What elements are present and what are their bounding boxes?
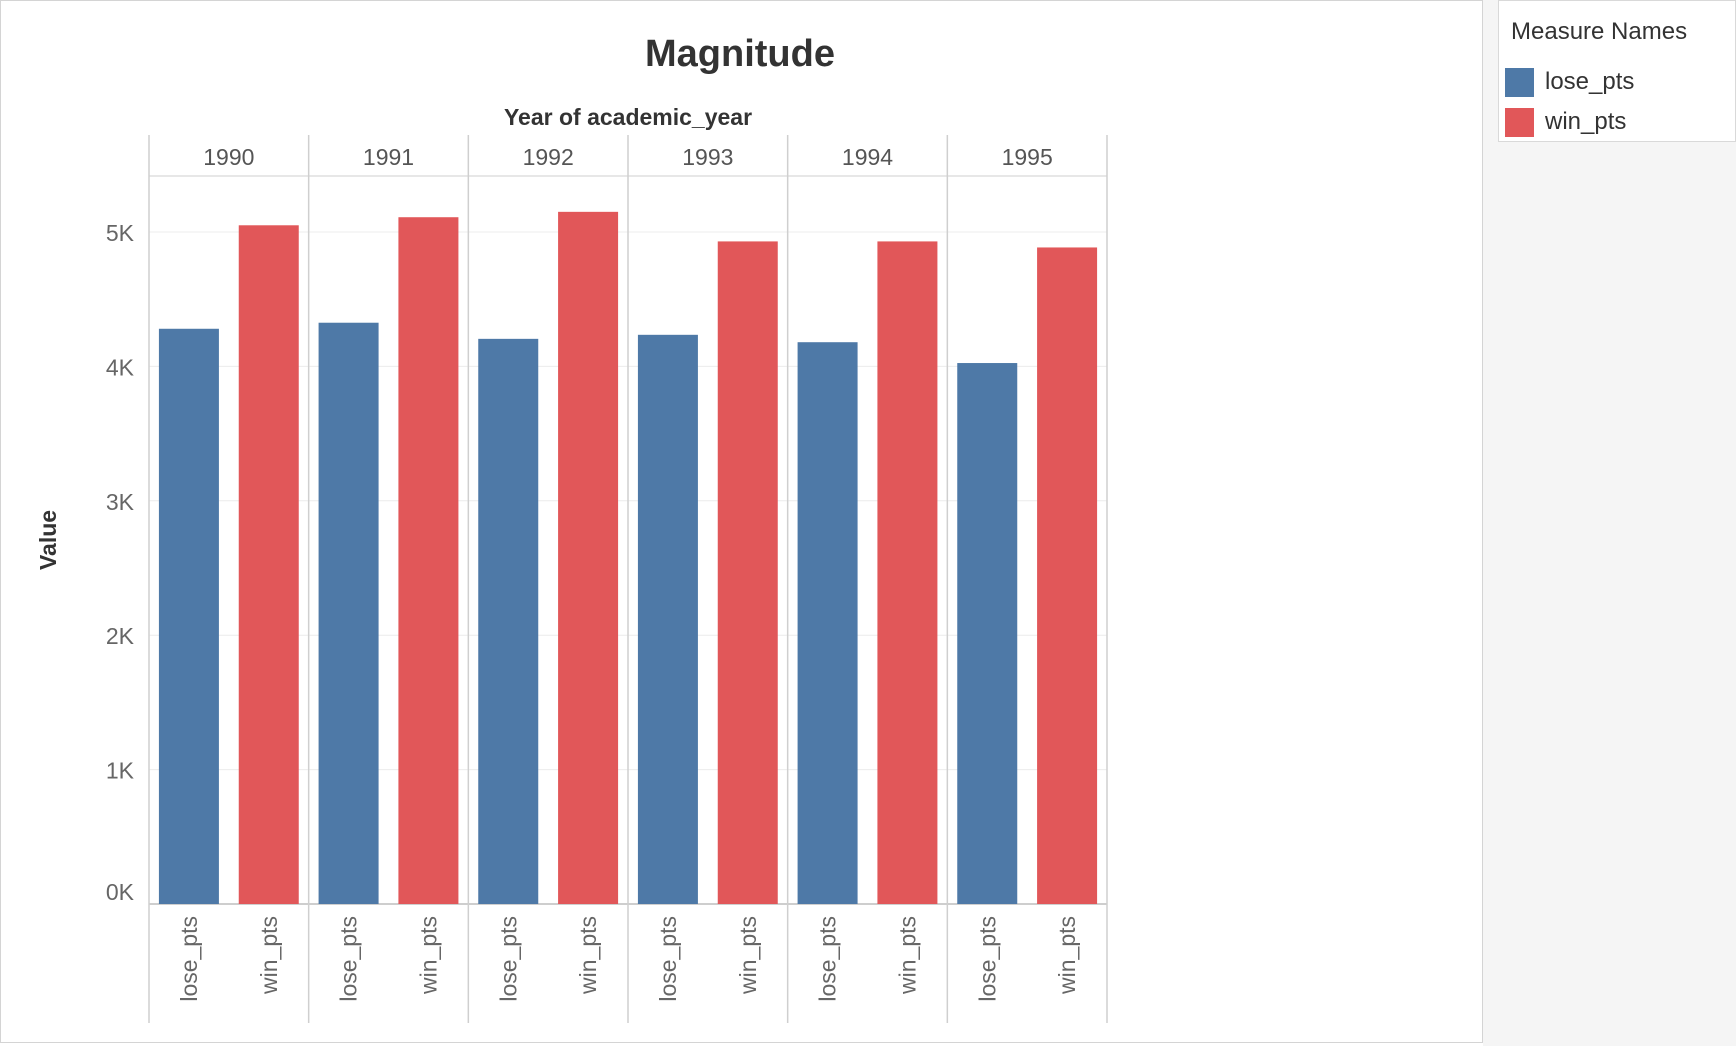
- y-tick-label: 4K: [106, 354, 135, 380]
- column-header-year: 1994: [842, 144, 893, 170]
- x-tick-label: lose_pts: [815, 916, 841, 1002]
- legend-swatch: [1505, 107, 1534, 137]
- bar-lose_pts-1995[interactable]: [957, 363, 1018, 904]
- legend-item-lose-pts[interactable]: lose_pts: [1505, 66, 1634, 98]
- bar-lose_pts-1992[interactable]: [478, 338, 539, 904]
- view-frame: [0, 0, 1483, 1043]
- y-axis-title: Value: [35, 510, 61, 570]
- x-tick-label: win_pts: [256, 916, 282, 995]
- x-tick-label: lose_pts: [336, 916, 362, 1002]
- side-panel: [1483, 0, 1736, 1046]
- legend: Measure Names lose_pts win_pts: [1498, 0, 1736, 142]
- column-header-year: 1991: [363, 144, 414, 170]
- legend-swatch: [1505, 67, 1534, 97]
- bar-win_pts-1990[interactable]: [238, 225, 299, 904]
- x-tick-label: lose_pts: [495, 916, 521, 1002]
- bar-lose_pts-1990[interactable]: [158, 328, 219, 904]
- x-tick-label: lose_pts: [974, 916, 1000, 1002]
- column-header-year: 1990: [203, 144, 254, 170]
- column-header-year: 1995: [1002, 144, 1053, 170]
- column-header-title: Year of academic_year: [504, 104, 752, 130]
- column-header-year: 1992: [523, 144, 574, 170]
- bar-win_pts-1995[interactable]: [1037, 247, 1098, 904]
- x-tick-label: win_pts: [894, 916, 920, 995]
- x-tick-label: win_pts: [1054, 916, 1080, 995]
- legend-title: Measure Names: [1511, 18, 1688, 45]
- legend-item-win-pts[interactable]: win_pts: [1505, 106, 1626, 138]
- y-tick-label: 0K: [106, 879, 135, 905]
- chart-title: Magnitude: [645, 33, 835, 75]
- legend-label: lose_pts: [1545, 68, 1635, 95]
- x-tick-label: lose_pts: [176, 916, 202, 1002]
- bar-lose_pts-1991[interactable]: [318, 322, 379, 905]
- bar-win_pts-1991[interactable]: [398, 217, 459, 904]
- x-tick-label: win_pts: [575, 916, 601, 995]
- bar-win_pts-1993[interactable]: [717, 241, 778, 904]
- y-tick-label: 3K: [106, 489, 135, 515]
- y-tick-label: 5K: [106, 220, 135, 246]
- bar-win_pts-1994[interactable]: [877, 241, 938, 904]
- column-header-year: 1993: [682, 144, 733, 170]
- y-tick-label: 1K: [106, 758, 135, 784]
- x-tick-label: win_pts: [415, 916, 441, 995]
- bar-lose_pts-1993[interactable]: [637, 334, 698, 904]
- x-tick-label: win_pts: [735, 916, 761, 995]
- legend-label: win_pts: [1545, 108, 1627, 135]
- bar-win_pts-1992[interactable]: [558, 211, 619, 905]
- x-tick-label: lose_pts: [655, 916, 681, 1002]
- y-tick-label: 2K: [106, 623, 135, 649]
- bar-lose_pts-1994[interactable]: [797, 342, 858, 904]
